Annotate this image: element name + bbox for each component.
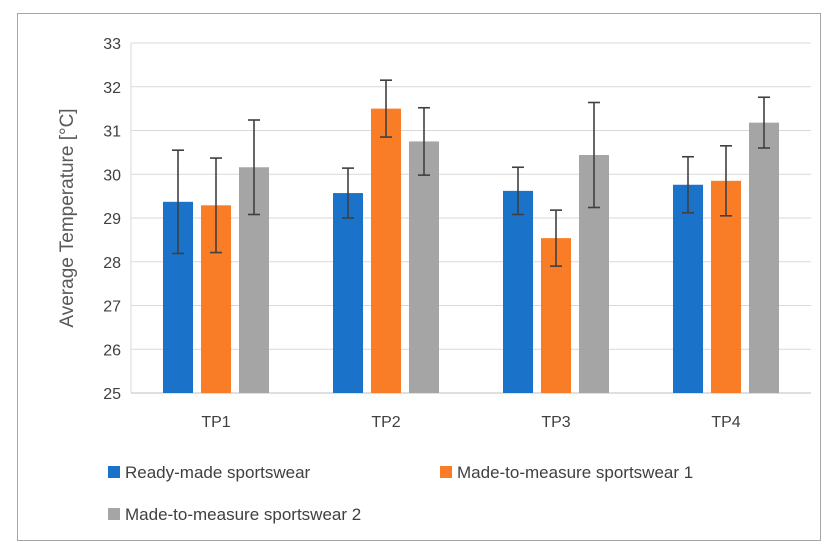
x-tick-label: TP2 [371,414,400,431]
error-bar [380,79,392,138]
y-axis-ticks: 25 26 27 28 29 30 31 32 33 [103,36,121,403]
error-bar [172,149,184,255]
bar [749,122,779,393]
bars [163,108,779,393]
x-tick-label: TP1 [201,414,230,431]
error-bar [248,119,260,216]
legend-swatch [440,466,452,478]
y-tick-label: 30 [103,167,121,184]
bar [409,141,439,393]
legend-swatch [108,466,120,478]
bar [503,190,533,393]
legend-label: Made-to-measure sportswear 1 [457,463,693,482]
legend-item: Made-to-measure sportswear 1 [440,463,693,482]
y-tick-label: 29 [103,211,121,228]
bar [333,193,363,393]
error-bars [172,79,770,267]
x-tick-label: TP3 [541,414,570,431]
y-tick-label: 26 [103,342,121,359]
error-bar [342,167,354,219]
error-bar [720,145,732,217]
error-bar [550,209,562,267]
error-bar [588,101,600,209]
y-tick-label: 25 [103,386,121,403]
legend-item: Made-to-measure sportswear 2 [108,505,361,524]
error-bar [758,96,770,149]
x-axis-ticks: TP1 TP2 TP3 TP4 [201,414,740,431]
legend-label: Made-to-measure sportswear 2 [125,505,361,524]
y-tick-label: 32 [103,80,121,97]
gridlines [130,42,811,394]
legend-label: Ready-made sportswear [125,463,311,482]
error-bar [210,157,222,254]
y-tick-label: 31 [103,124,121,141]
error-bar [512,166,524,216]
legend-swatch [108,508,120,520]
legend-item: Ready-made sportswear [108,463,311,482]
legend: Ready-made sportswear Made-to-measure spo… [108,463,693,524]
x-tick-label: TP4 [711,414,740,431]
error-bar [682,155,694,214]
error-bar [418,106,430,176]
y-tick-label: 28 [103,255,121,272]
y-tick-label: 27 [103,299,121,316]
bar [371,108,401,393]
y-axis-title: Average Temperature [°C] [57,108,78,327]
bar [673,184,703,393]
y-tick-label: 33 [103,36,121,53]
